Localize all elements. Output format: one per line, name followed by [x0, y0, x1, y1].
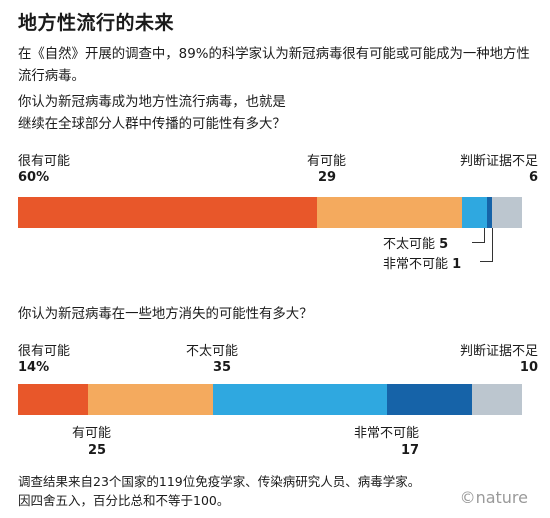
footnote-line-1: 调查结果来自23个国家的119位免疫学家、传染病研究人员、病毒学家。	[18, 474, 421, 489]
value-insufficient-1: 6	[528, 170, 538, 185]
label-likely-2: 有可能	[72, 426, 112, 441]
chart-subtitle: 在《自然》开展的调查中，89%的科学家认为新冠病毒很有可能或可能成为一种地方性流…	[18, 47, 530, 84]
label-unlikely-1: 不太可能 5	[383, 233, 448, 252]
chart-title: 地方性流行的未来	[18, 12, 175, 34]
label-unlikely-2: 不太可能	[186, 344, 239, 359]
chart-panel-2: 你认为新冠病毒在一些地方消失的可能性有多大？ 很有可能 14% 不太可能 35 …	[18, 304, 538, 464]
label-unlikely-1-text: 不太可能	[383, 237, 436, 252]
bar-segment-likely	[87, 384, 213, 415]
label-insufficient-1: 判断证据不足	[459, 154, 538, 169]
bar-segment-insufficient-evidence	[472, 384, 522, 415]
question-2-line-1: 你认为新冠病毒在一些地方消失的可能性有多大？	[18, 307, 313, 322]
value-unlikely-2: 35	[213, 360, 232, 375]
nature-logo: ©nature	[459, 488, 528, 507]
label-very-likely-1: 很有可能	[18, 154, 71, 169]
label-very-unlikely-2: 非常不可能	[354, 426, 420, 441]
label-very-unlikely-1-text: 非常不可能	[383, 257, 449, 272]
bar-segment-unlikely	[462, 197, 488, 228]
bar-segment-very-likely	[18, 197, 318, 228]
leader-unlikely-1	[484, 228, 485, 242]
footnote: 调查结果来自23个国家的119位免疫学家、传染病研究人员、病毒学家。 因四舍五入…	[18, 472, 420, 510]
value-very-unlikely-1: 1	[452, 257, 462, 272]
bar-segment-likely	[317, 197, 463, 228]
label-very-likely-2: 很有可能	[18, 344, 71, 359]
value-likely-2: 25	[88, 443, 107, 458]
bar-segment-insufficient-evidence	[492, 197, 522, 228]
value-very-likely-2: 14%	[18, 360, 50, 375]
leader-very-unlikely-1-h	[480, 261, 493, 262]
label-insufficient-2: 判断证据不足	[459, 344, 538, 359]
stacked-bar-2	[18, 384, 522, 415]
value-very-unlikely-2: 17	[401, 443, 420, 458]
value-likely-1: 29	[318, 170, 337, 185]
question-1: 你认为新冠病毒成为地方性流行病毒，也就是 继续在全球部分人群中传播的可能性有多大…	[18, 92, 286, 136]
value-insufficient-2: 10	[519, 360, 538, 375]
chart-panel-1: 你认为新冠病毒成为地方性流行病毒，也就是 继续在全球部分人群中传播的可能性有多大…	[18, 92, 538, 272]
bar-segment-unlikely	[212, 384, 388, 415]
bar-segment-very-unlikely	[387, 384, 473, 415]
leader-unlikely-1-h	[472, 242, 485, 243]
footnote-line-2: 因四舍五入，百分比总和不等于100。	[18, 493, 230, 508]
question-1-line-1: 你认为新冠病毒成为地方性流行病毒，也就是	[18, 95, 286, 110]
stacked-bar-1	[18, 197, 522, 228]
bar-segment-very-unlikely	[487, 197, 493, 228]
value-very-likely-1: 60%	[18, 170, 50, 185]
label-very-unlikely-1: 非常不可能 1	[383, 253, 461, 272]
question-1-line-2: 继续在全球部分人群中传播的可能性有多大？	[18, 117, 286, 132]
leader-very-unlikely-1	[492, 228, 493, 261]
value-unlikely-1: 5	[439, 237, 449, 252]
question-2: 你认为新冠病毒在一些地方消失的可能性有多大？	[18, 304, 313, 326]
bar-segment-very-likely	[18, 384, 88, 415]
label-likely-1: 有可能	[307, 154, 347, 169]
